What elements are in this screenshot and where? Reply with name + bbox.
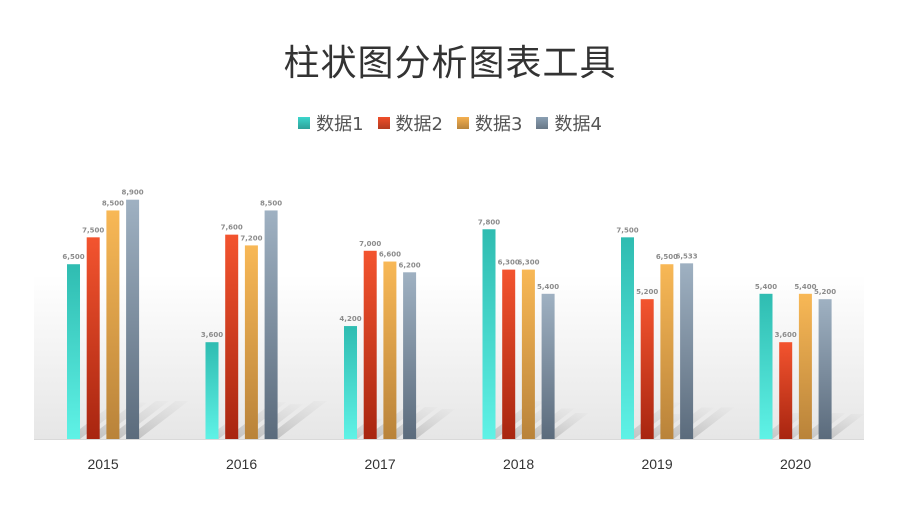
bar-2020-series-2	[779, 342, 793, 439]
data-label: 3,600	[201, 331, 223, 339]
bar-2017-series-3	[383, 261, 397, 439]
x-axis-ticks: 2015 2016 2017 2018 2019 2020	[87, 456, 811, 472]
bar-2015-series-3	[106, 210, 120, 439]
data-label: 5,200	[636, 288, 658, 296]
bar-2018-series-1	[482, 229, 496, 439]
data-label: 3,600	[775, 331, 797, 339]
bar-2016-series-1	[205, 342, 219, 439]
data-label: 7,800	[478, 218, 500, 226]
data-label: 7,000	[359, 240, 381, 248]
bar-2015-series-2	[86, 237, 100, 439]
data-label: 5,200	[814, 288, 836, 296]
data-label: 6,600	[379, 251, 401, 259]
data-label: 7,200	[240, 234, 262, 242]
bar-2018-series-4	[541, 293, 555, 439]
data-labels: 6,500 7,500 8,500 8,900 3,600 7,600 7,200 8,500…	[62, 189, 836, 340]
data-label: 7,500	[616, 226, 638, 234]
legend-label-series-2: 数据2	[395, 114, 443, 135]
data-label: 7,600	[221, 224, 243, 232]
legend-item-series-2: 数据2	[377, 110, 443, 136]
data-label: 5,400	[537, 283, 559, 291]
bar-shadow	[264, 401, 327, 439]
data-label: 6,500	[62, 253, 84, 261]
data-label: 8,500	[102, 199, 124, 207]
legend-item-series-1: 数据1	[298, 110, 364, 136]
bar-2018-series-2	[502, 269, 516, 439]
bar-2019-series-1	[621, 237, 634, 439]
bar-shadow	[403, 408, 456, 439]
data-label: 5,400	[794, 283, 816, 291]
x-tick-label: 2018	[503, 456, 534, 472]
bar-2017-series-2	[363, 250, 377, 439]
bar-shadow	[126, 401, 189, 439]
x-tick-label: 2015	[87, 456, 118, 472]
bar-shadow	[680, 407, 735, 439]
x-tick-label: 2019	[641, 456, 672, 472]
data-label: 5,400	[755, 283, 777, 291]
x-tick-label: 2020	[780, 456, 811, 472]
legend-swatch-series-2	[377, 117, 390, 129]
x-tick-label: 2016	[226, 456, 257, 472]
legend-swatch-series-1	[298, 117, 311, 129]
data-label: 6,300	[498, 259, 520, 267]
data-label: 6,500	[656, 253, 678, 261]
legend-item-series-3: 数据3	[457, 110, 522, 136]
legend-label-series-1: 数据1	[316, 114, 364, 135]
data-label: 7,500	[82, 226, 104, 234]
bar-2019-series-2	[640, 299, 654, 439]
legend-swatch-series-4	[536, 117, 549, 129]
bar-2015-series-1	[67, 264, 80, 439]
legend-swatch-series-3	[457, 117, 469, 129]
bar-2016-series-3	[244, 245, 258, 439]
data-label: 6,300	[517, 259, 539, 267]
bar-2019-series-3	[660, 264, 674, 439]
data-label: 4,200	[339, 315, 361, 323]
data-label: 8,900	[122, 189, 144, 197]
bar-2019-series-4	[680, 263, 694, 439]
bar-2020-series-3	[798, 293, 812, 439]
bar-2015-series-4	[126, 199, 140, 439]
bar-2020-series-4	[818, 299, 832, 439]
x-tick-label: 2017	[364, 456, 395, 472]
bar-2016-series-2	[225, 234, 239, 439]
legend-label-series-4: 数据4	[554, 114, 602, 135]
bars	[67, 199, 832, 439]
legend-item-series-4: 数据4	[536, 110, 602, 136]
bar-2020-series-1	[759, 293, 773, 439]
bar-2018-series-3	[521, 269, 535, 439]
data-label: 6,533	[676, 252, 698, 260]
bar-2016-series-4	[264, 210, 278, 439]
legend: 数据1 数据2 数据3 数据4	[0, 110, 900, 136]
legend-label-series-3: 数据3	[475, 114, 523, 135]
data-label: 6,200	[399, 261, 421, 269]
chart-title: 柱状图分析图表工具	[283, 43, 617, 84]
bar-2017-series-4	[403, 272, 417, 439]
data-label: 8,500	[260, 199, 282, 207]
bar-2017-series-1	[344, 326, 357, 439]
